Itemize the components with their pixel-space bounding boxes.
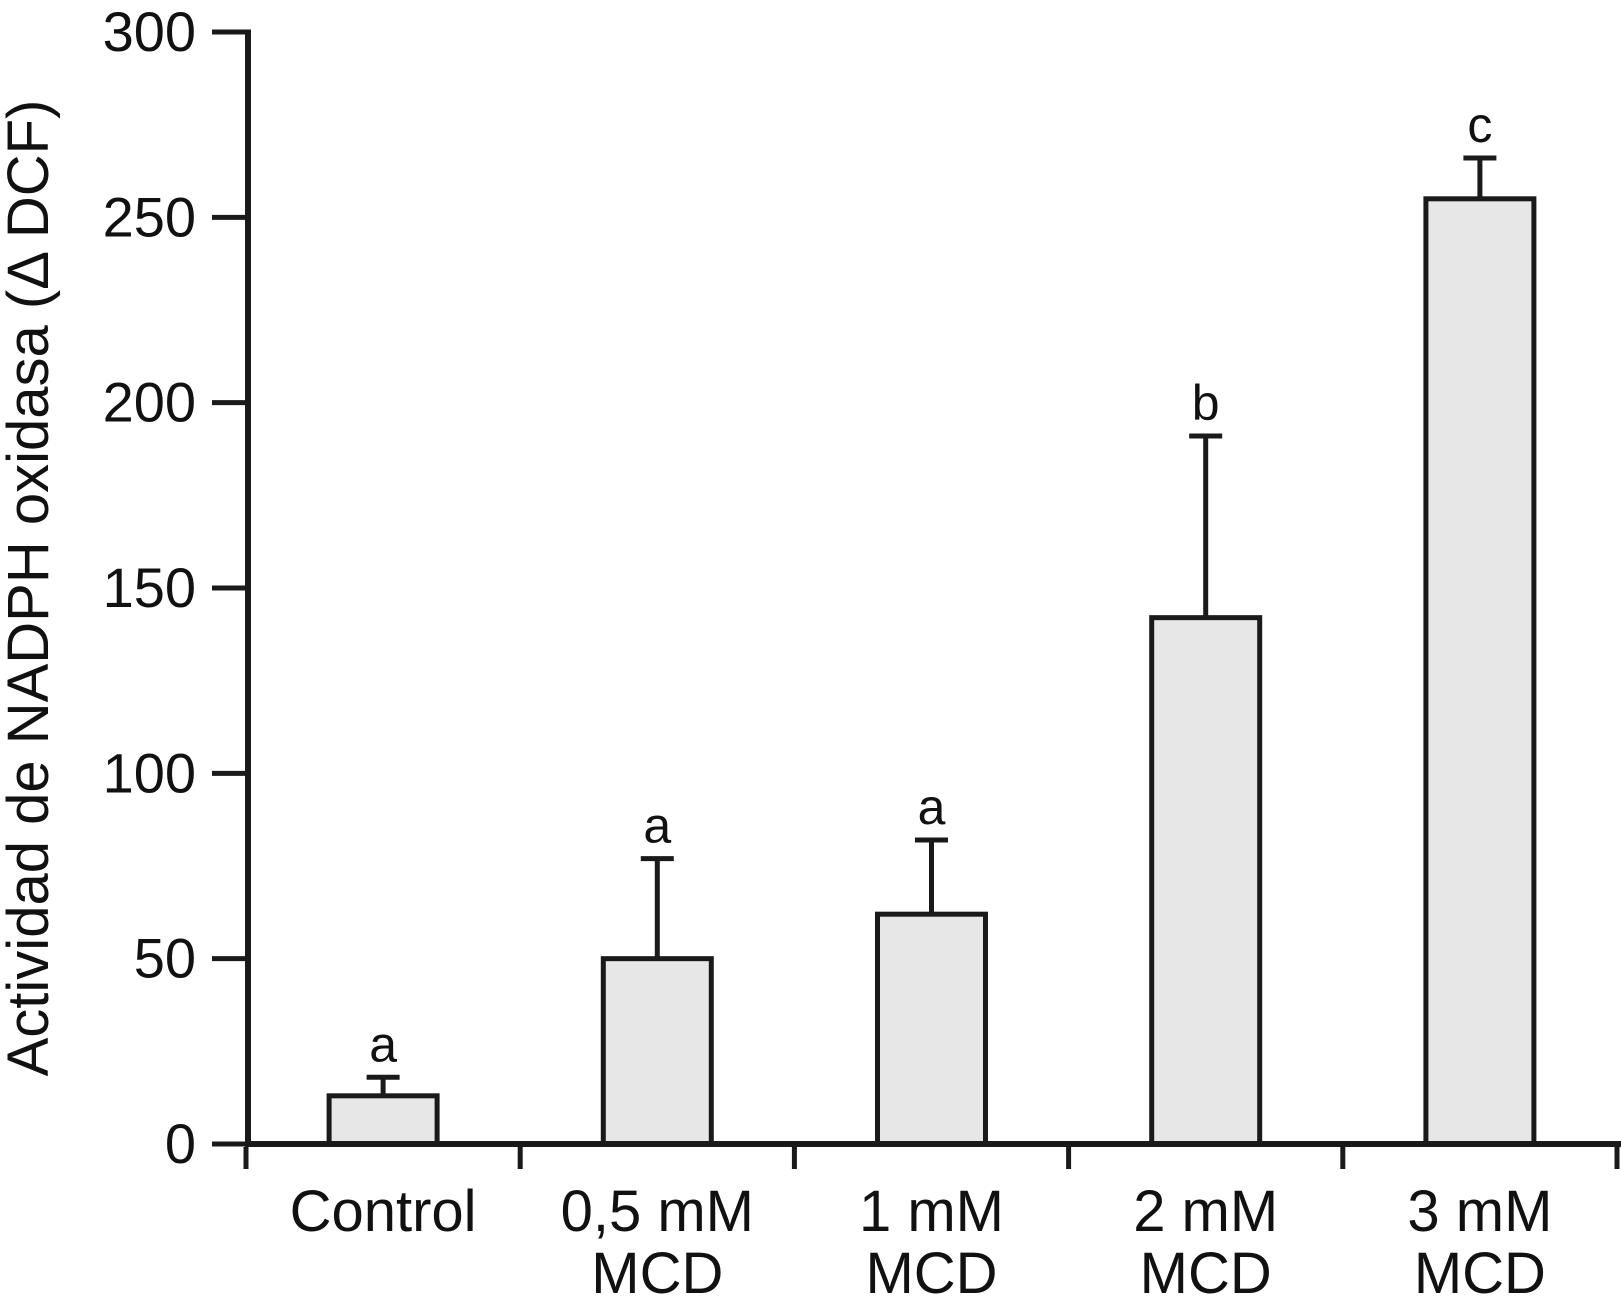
bar-0-5-mm-mcd xyxy=(600,956,714,1147)
x-label-3-mm-mcd-line2: MCD xyxy=(1414,1241,1546,1306)
x-label-0-5-mm-mcd-line2: MCD xyxy=(591,1241,723,1306)
y-axis-title: Actividad de NADPH oxidasa (Δ DCF) xyxy=(0,100,61,1077)
x-label-2-mm-mcd-line2: MCD xyxy=(1140,1241,1272,1306)
x-label-3-mm-mcd: 3 mM xyxy=(1407,1179,1552,1244)
bar-1-mm-mcd xyxy=(875,911,988,1147)
bar-control xyxy=(326,1093,440,1147)
bars-layer xyxy=(326,196,1537,1147)
y-tick-label-150: 150 xyxy=(103,556,196,619)
x-label-2-mm-mcd: 2 mM xyxy=(1133,1179,1278,1244)
sig-letter-0-5-mm-mcd: a xyxy=(643,798,671,854)
x-label-0-5-mm-mcd: 0,5 mM xyxy=(561,1179,754,1244)
sig-letter-1-mm-mcd: a xyxy=(918,779,946,835)
axes-layer xyxy=(212,29,1621,1169)
y-tick-label-300: 300 xyxy=(103,0,196,63)
bar-2-mm-mcd xyxy=(1149,615,1263,1147)
y-tick-label-50: 50 xyxy=(134,927,196,990)
bar-3-mm-mcd xyxy=(1423,196,1537,1147)
y-tick-label-250: 250 xyxy=(103,185,196,248)
x-label-control: Control xyxy=(290,1179,477,1244)
y-tick-label-100: 100 xyxy=(103,741,196,804)
sig-letter-control: a xyxy=(369,1016,397,1072)
error-bars-layer xyxy=(366,155,1497,1096)
sig-letter-3-mm-mcd: c xyxy=(1467,97,1492,153)
sig-letter-2-mm-mcd: b xyxy=(1192,375,1220,431)
x-label-1-mm-mcd: 1 mM xyxy=(859,1179,1004,1244)
y-tick-label-0: 0 xyxy=(165,1112,196,1175)
x-label-1-mm-mcd-line2: MCD xyxy=(865,1241,997,1306)
y-tick-label-200: 200 xyxy=(103,371,196,434)
